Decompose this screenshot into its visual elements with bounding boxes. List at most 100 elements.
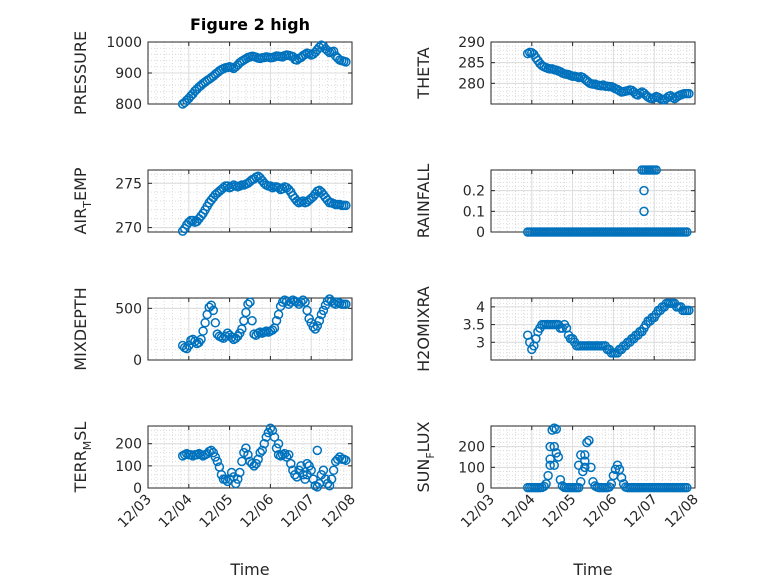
y-axis-label: TERRMSL bbox=[71, 422, 94, 494]
data-point bbox=[328, 46, 339, 57]
data-point bbox=[249, 461, 259, 471]
data-point bbox=[302, 458, 312, 469]
data-point bbox=[267, 425, 278, 436]
data-point bbox=[539, 481, 549, 492]
data-point bbox=[298, 196, 308, 206]
data-point bbox=[545, 441, 555, 452]
y-tick-label: 100 bbox=[115, 459, 142, 475]
figure-title: Figure 2 high bbox=[190, 15, 310, 34]
subplot-theta: 280 285 290 THETA bbox=[414, 35, 696, 105]
y-tick-label: 3 bbox=[476, 335, 485, 351]
data-point bbox=[210, 318, 221, 328]
data-point bbox=[573, 482, 584, 493]
y-axis-label: SUNFLUX bbox=[414, 421, 437, 492]
y-tick-label: 200 bbox=[115, 437, 142, 453]
data-point bbox=[241, 443, 251, 453]
data-point bbox=[551, 424, 562, 434]
data-point bbox=[322, 296, 333, 306]
data-point bbox=[312, 321, 323, 331]
data-point bbox=[298, 295, 308, 305]
data-point bbox=[208, 447, 219, 458]
y-tick-label: 1000 bbox=[106, 35, 142, 51]
data-point bbox=[616, 472, 627, 483]
data-point bbox=[206, 445, 216, 456]
data-point bbox=[212, 456, 223, 467]
y-tick-label: 0.2 bbox=[463, 184, 485, 200]
data-point bbox=[271, 443, 282, 453]
x-axis-label: Time bbox=[572, 560, 612, 579]
data-point bbox=[322, 45, 333, 56]
data-point bbox=[281, 452, 292, 462]
y-tick-label: 500 bbox=[115, 301, 142, 317]
data-point bbox=[288, 465, 298, 476]
data-point bbox=[318, 465, 329, 476]
data-point bbox=[306, 465, 316, 476]
data-point bbox=[576, 477, 586, 487]
y-tick-label: 275 bbox=[115, 176, 142, 192]
data-point bbox=[341, 57, 351, 67]
y-tick-label: 0 bbox=[133, 353, 142, 369]
data-point bbox=[314, 42, 325, 53]
y-axis-label: RAINFALL bbox=[414, 164, 433, 239]
data-point bbox=[547, 425, 557, 435]
data-point bbox=[582, 437, 592, 448]
data-point bbox=[312, 445, 323, 456]
data-point bbox=[555, 474, 566, 485]
y-tick-label: 200 bbox=[458, 440, 485, 456]
data-point bbox=[273, 438, 284, 449]
data-point bbox=[296, 297, 306, 307]
data-point bbox=[235, 467, 245, 478]
data-point bbox=[639, 206, 649, 217]
axes-border bbox=[147, 169, 353, 233]
data-point bbox=[308, 322, 318, 332]
axes-frame bbox=[490, 425, 696, 489]
data-point bbox=[682, 227, 692, 237]
data-point bbox=[286, 458, 296, 469]
y-axis-label: H2OMIXRA bbox=[414, 286, 433, 372]
data-point bbox=[320, 474, 331, 484]
axes-border bbox=[490, 297, 696, 361]
y-axis-label: THETA bbox=[414, 47, 433, 99]
data-point bbox=[543, 470, 553, 481]
data-point bbox=[233, 474, 243, 484]
axes-border bbox=[490, 41, 696, 105]
data-point bbox=[328, 465, 339, 476]
data-point bbox=[230, 478, 241, 489]
data-point bbox=[298, 469, 308, 480]
data-point bbox=[549, 460, 559, 471]
data-point bbox=[341, 299, 351, 309]
y-tick-label: 3.5 bbox=[463, 318, 485, 334]
y-tick-label: 800 bbox=[115, 97, 142, 113]
y-tick-label: 285 bbox=[458, 56, 485, 72]
data-point bbox=[271, 315, 282, 326]
data-point bbox=[265, 423, 276, 433]
data-point bbox=[314, 315, 325, 326]
data-point bbox=[651, 165, 661, 175]
data-point bbox=[580, 462, 590, 473]
data-point bbox=[247, 315, 257, 326]
subplot-pressure: 800 900 1000 PRESSURE bbox=[71, 31, 353, 115]
data-point bbox=[586, 462, 596, 473]
subplot-h2omixra: 33.5 4 H2OMIXRA bbox=[414, 286, 696, 372]
data-point bbox=[257, 445, 267, 456]
data-point bbox=[324, 481, 335, 491]
y-axis-label: AIRTEMP bbox=[71, 167, 94, 234]
data-point bbox=[253, 454, 263, 464]
data-point bbox=[684, 88, 694, 99]
data-point bbox=[243, 299, 253, 309]
data-point bbox=[580, 456, 590, 466]
y-tick-label: 280 bbox=[458, 76, 485, 92]
data-point bbox=[684, 305, 694, 316]
y-tick-label: 290 bbox=[458, 35, 485, 51]
axes-border bbox=[147, 425, 353, 489]
subplot-rainfall: 0 0.1 0.2 RAINFALL bbox=[414, 164, 696, 241]
y-tick-label: 900 bbox=[115, 66, 142, 82]
data-point bbox=[326, 474, 337, 484]
data-point bbox=[639, 185, 649, 196]
x-axis-label: Time bbox=[229, 560, 269, 579]
data-point bbox=[190, 336, 200, 347]
data-point bbox=[308, 474, 318, 484]
data-point bbox=[584, 435, 594, 446]
data-point bbox=[247, 458, 257, 469]
